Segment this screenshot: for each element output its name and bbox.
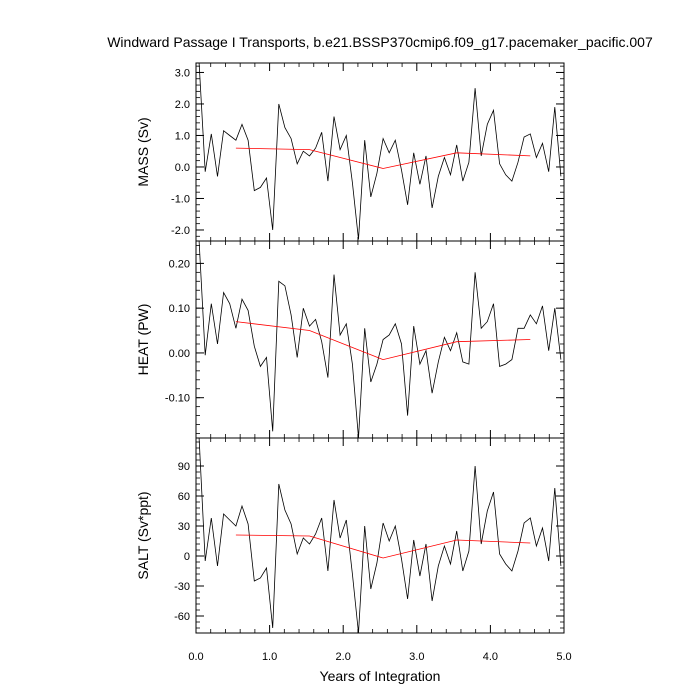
x-tick-label: 1.0 (262, 651, 277, 663)
heat-y-label: HEAT (PW) (135, 304, 151, 376)
chart-panels: 3.0 2.0 1.0 0.0 -1.0 -2.0 MASS (Sv) 0.20 0.10 0.0… (135, 62, 572, 663)
mass-y-tick-label: 3.0 (175, 67, 190, 79)
heat-y-tick-label: -0.10 (165, 393, 190, 405)
mass-frame (195, 62, 565, 242)
salt-y-tick-label: 0 (184, 551, 190, 563)
salt-y-tick-label: 60 (178, 491, 190, 503)
salt-panel: 90 60 30 0 -30 -60 SALT (Sv*ppt) (135, 437, 565, 634)
heat-y-tick-label: 0.20 (169, 258, 190, 270)
mass-y-tick-label: 1.0 (175, 130, 190, 142)
salt-y-label: SALT (Sv*ppt) (135, 491, 151, 579)
mass-y-tick-label: 0.0 (175, 162, 190, 174)
x-tick-label: 2.0 (336, 651, 351, 663)
heat-y-tick-label: 0.10 (169, 303, 190, 315)
heat-raw-line (198, 241, 562, 438)
mass-smoothed-line (235, 147, 531, 169)
chart-title: Windward Passage I Transports, b.e21.BSS… (107, 34, 653, 50)
mass-y-tick-label: 2.0 (175, 99, 190, 111)
x-axis-label: Years of Integration (320, 668, 441, 684)
salt-y-tick-label: -60 (174, 611, 190, 623)
mass-raw-line (198, 63, 562, 240)
heat-panel: 0.20 0.10 0.00 -0.10 HEAT (PW) (135, 240, 565, 439)
x-tick-label: 0.0 (188, 651, 203, 663)
mass-y-tick-label: -1.0 (171, 193, 190, 205)
mass-y-tick-label: -2.0 (171, 225, 190, 237)
mass-y-label: MASS (Sv) (135, 117, 151, 186)
mass-panel: 3.0 2.0 1.0 0.0 -1.0 -2.0 MASS (Sv) (135, 62, 565, 242)
heat-frame (195, 240, 565, 439)
heat-y-tick-label: 0.00 (169, 348, 190, 360)
x-tick-label: 5.0 (556, 651, 571, 663)
salt-raw-line (198, 438, 562, 633)
x-tick-label: 4.0 (483, 651, 498, 663)
x-tick-label: 3.0 (409, 651, 424, 663)
heat-smoothed-line (235, 321, 531, 361)
salt-frame (195, 437, 565, 634)
salt-smoothed-line (235, 534, 531, 559)
salt-y-tick-label: 30 (178, 521, 190, 533)
salt-y-tick-label: 90 (178, 461, 190, 473)
salt-y-tick-label: -30 (174, 581, 190, 593)
